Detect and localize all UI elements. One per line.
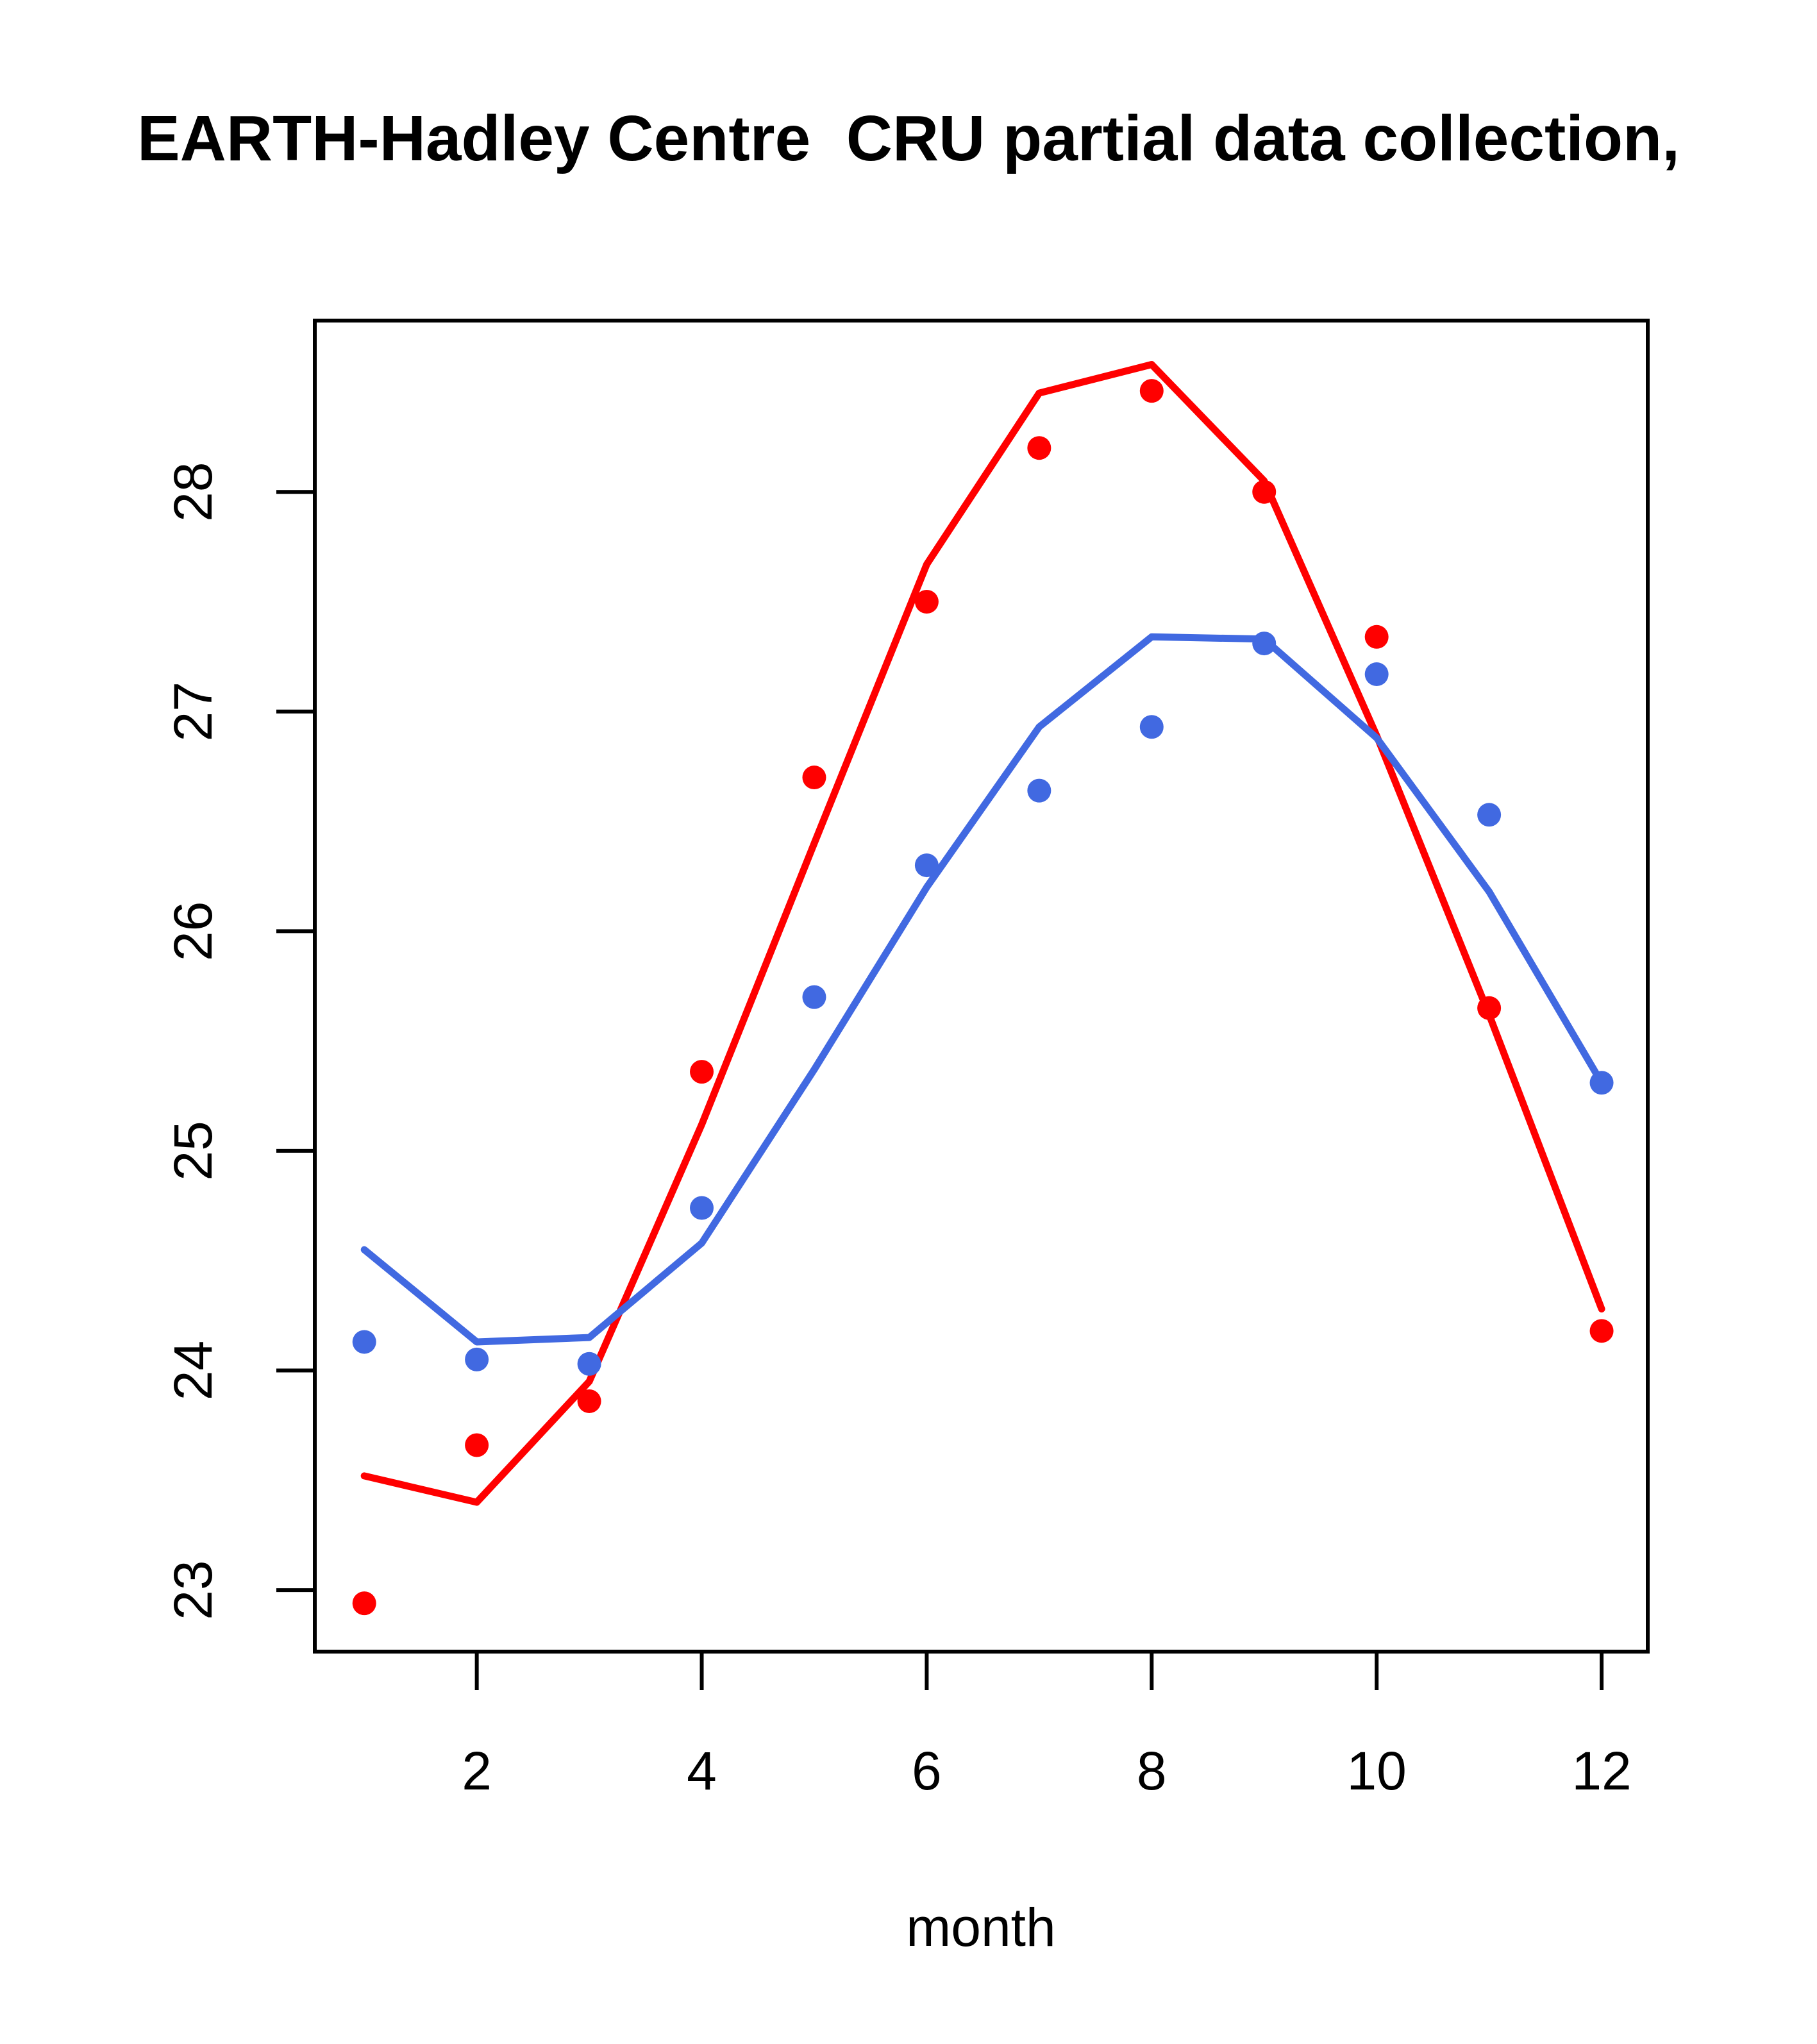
- blue-observations-point: [1589, 1071, 1614, 1095]
- plot-box: [313, 319, 1650, 1654]
- red-observations-point: [1252, 480, 1277, 504]
- y-tick-label: 25: [163, 1121, 223, 1180]
- blue-observations-point: [1252, 632, 1277, 656]
- blue-observations-point: [802, 985, 826, 1009]
- red-observations-point: [352, 1591, 376, 1616]
- red-observations-point: [1589, 1319, 1614, 1343]
- blue-observations-point: [577, 1352, 601, 1376]
- x-tick-label: 2: [462, 1741, 492, 1801]
- x-axis-label: month: [906, 1897, 1055, 1957]
- blue-observations-point: [690, 1196, 714, 1220]
- x-tick-label: 10: [1346, 1741, 1406, 1801]
- blue-observations-point: [1139, 715, 1164, 739]
- red-observations-point: [577, 1389, 601, 1413]
- red-observations-point: [1477, 996, 1502, 1020]
- x-tick-label: 8: [1137, 1741, 1167, 1801]
- red-observations-point: [1364, 624, 1389, 649]
- y-tick-label: 27: [163, 682, 223, 741]
- red-observations-point: [1027, 436, 1051, 460]
- y-tick-label: 23: [163, 1560, 223, 1620]
- red-fit-line: [360, 361, 1605, 1506]
- blue-observations-point: [352, 1330, 376, 1354]
- y-tick-label: 24: [163, 1341, 223, 1400]
- blue-observations-point: [465, 1347, 489, 1371]
- red-observations-point: [1139, 379, 1164, 403]
- x-tick-label: 12: [1571, 1741, 1631, 1801]
- red-observations-point: [690, 1060, 714, 1084]
- blue-observations-point: [914, 853, 939, 878]
- blue-observations-point: [1364, 662, 1389, 687]
- x-tick-label: 6: [912, 1741, 942, 1801]
- blue-observations-point: [1477, 803, 1502, 827]
- blue-fit-line: [360, 633, 1605, 1346]
- chart-title: EARTH-Hadley Centre CRU partial data col…: [137, 103, 1680, 174]
- y-tick-label: 28: [163, 462, 223, 521]
- red-observations-point: [914, 589, 939, 614]
- blue-observations-point: [1027, 778, 1051, 803]
- y-tick-label: 26: [163, 901, 223, 961]
- red-observations-point: [465, 1433, 489, 1457]
- red-observations-point: [802, 766, 826, 790]
- x-tick-label: 4: [687, 1741, 717, 1801]
